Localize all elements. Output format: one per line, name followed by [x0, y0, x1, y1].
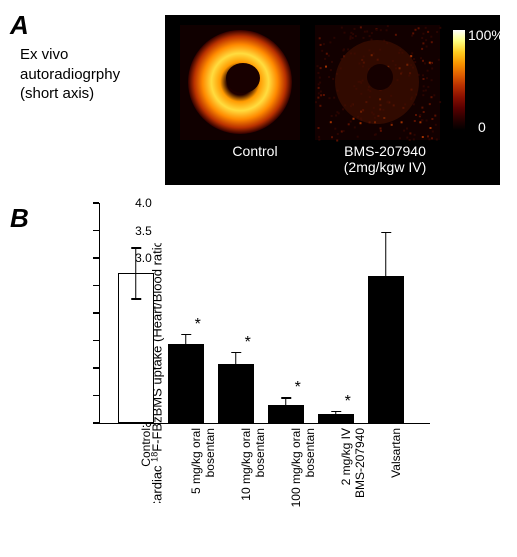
x-label-control: Control [139, 428, 153, 467]
img2-label-l2: (2mg/kgw IV) [344, 159, 426, 175]
panel-a-caption-l3: (short axis) [20, 85, 94, 102]
y-tick [93, 202, 99, 204]
errorbar-valsartan [385, 232, 387, 320]
x-label-bosentan-100mgkg: 100 mg/kg oralbosentan [289, 428, 318, 507]
panel-a-letter: A [10, 10, 29, 41]
errorbar-bosentan-100mgkg [285, 397, 287, 412]
panel-a-caption: Ex vivo autoradiogrphy (short axis) [20, 45, 120, 104]
y-tick [93, 367, 99, 369]
errorbar-bms207940-2mgkg-iv [335, 411, 337, 417]
y-tick [93, 230, 99, 232]
panel-a: A Ex vivo autoradiogrphy (short axis) Co… [10, 10, 507, 195]
y-tick [93, 340, 99, 342]
x-label-bosentan-10mgkg: 10 mg/kg oralbosentan [239, 428, 268, 501]
colorbar-top-label: 100% [468, 27, 504, 43]
y-tick-label: 3.5 [135, 224, 152, 238]
sig-star-bosentan-100mgkg: * [295, 379, 301, 397]
x-label-bosentan-5mgkg: 5 mg/kg oralbosentan [189, 428, 218, 494]
img2-label: BMS-207940 (2mg/kgw IV) [320, 143, 450, 175]
panel-a-caption-l1: Ex vivo [20, 46, 68, 63]
sig-star-bms207940-2mgkg-iv: * [345, 393, 351, 411]
colorbar-bottom-label: 0 [478, 119, 486, 135]
autoradiography-image-box: Control BMS-207940 (2mg/kgw IV) 100% 0 [165, 15, 500, 185]
panel-b-letter: B [10, 203, 29, 543]
y-tick-label: 4.0 [135, 196, 152, 210]
x-label-bms207940-2mgkg-iv: 2 mg/kg IVBMS-207940 [339, 428, 368, 498]
img1-label: Control [200, 143, 310, 159]
errorbar-bosentan-10mgkg [235, 352, 237, 376]
y-tick [93, 395, 99, 397]
sig-star-bosentan-5mgkg: * [195, 316, 201, 334]
y-tick [93, 312, 99, 314]
bar-chart: Cardiac 18F-FBzBMS uptake (Heart/Blood r… [39, 203, 499, 543]
bar-bosentan-5mgkg [168, 344, 204, 423]
sig-star-bosentan-10mgkg: * [245, 334, 251, 352]
plot-area: .00.51.01.52.02.53.03.54.0**** [99, 203, 430, 424]
panel-b: B Cardiac 18F-FBzBMS uptake (Heart/Blood… [10, 203, 507, 543]
img2-label-l1: BMS-207940 [344, 143, 426, 159]
y-tick-label: 3.0 [135, 251, 152, 265]
y-tick [93, 422, 99, 424]
errorbar-control [135, 247, 137, 300]
x-label-valsartan: Valsartan [389, 428, 403, 478]
panel-a-caption-l2: autoradiogrphy [20, 66, 120, 83]
y-tick [93, 257, 99, 259]
y-tick [93, 285, 99, 287]
errorbar-bosentan-5mgkg [185, 334, 187, 354]
